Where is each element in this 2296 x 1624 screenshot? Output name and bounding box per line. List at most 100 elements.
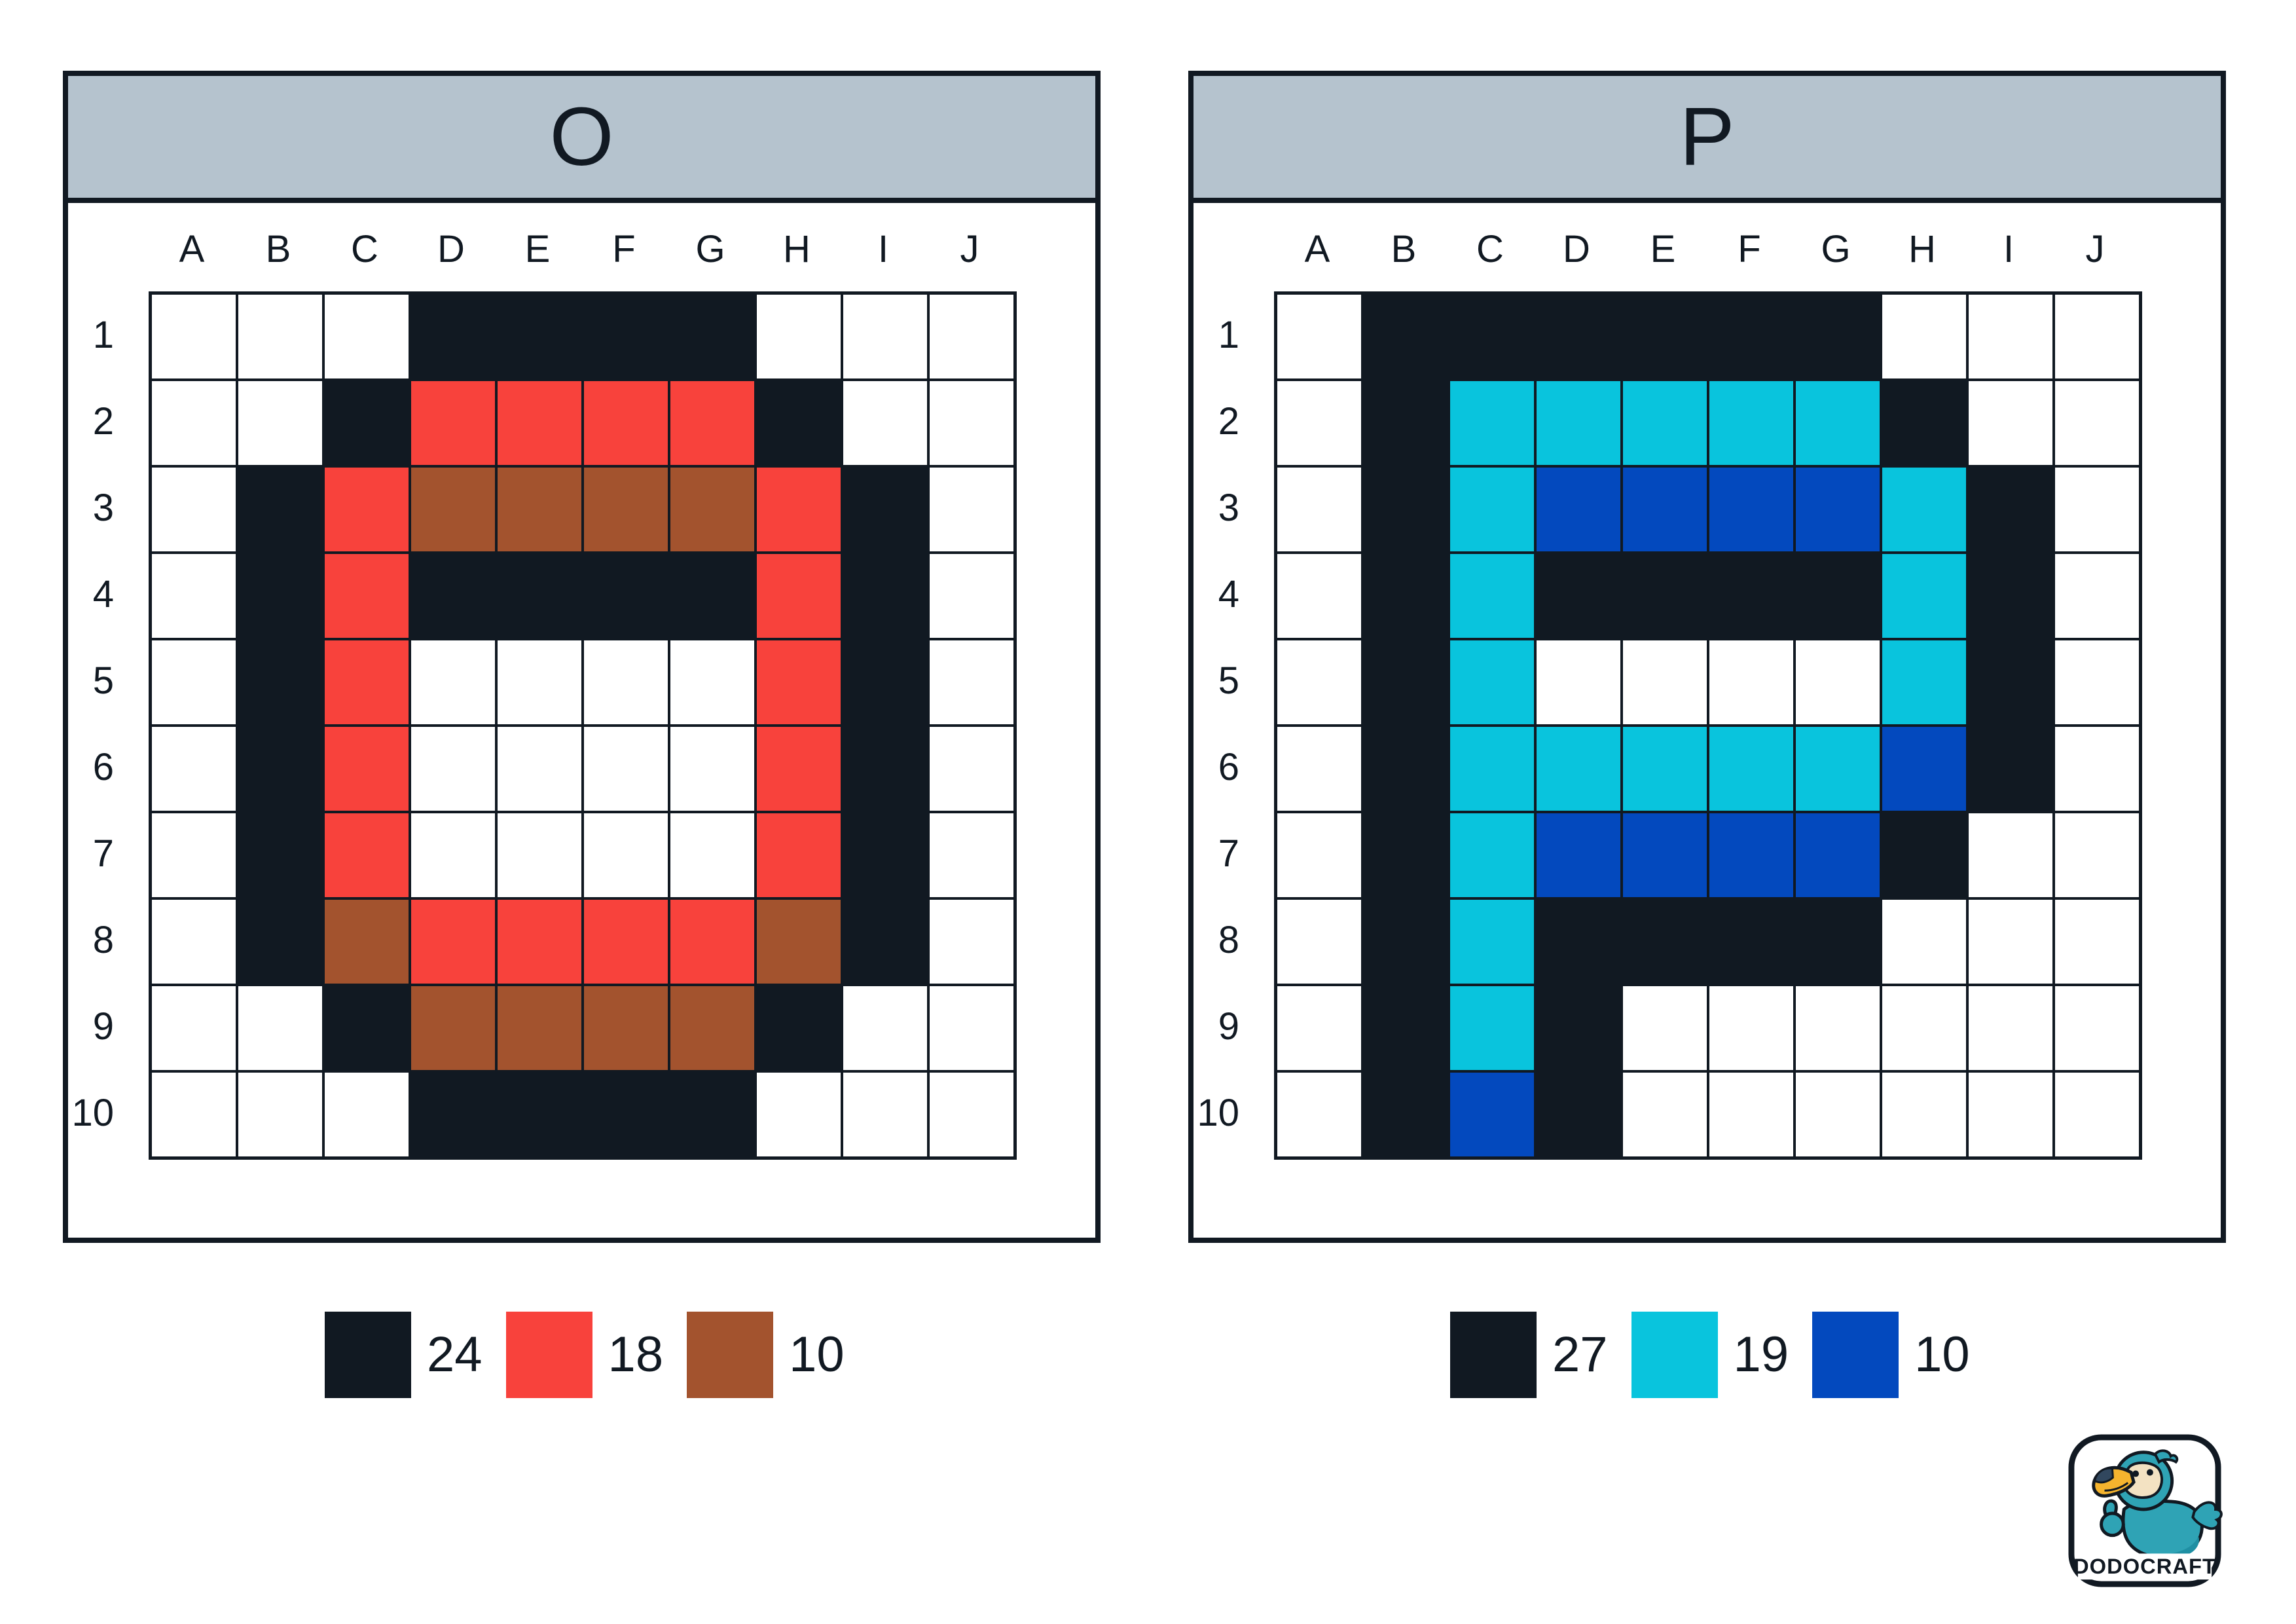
grid-cell [842, 553, 928, 639]
grid-cell [1449, 553, 1535, 639]
grid-cell [1967, 1071, 2054, 1158]
grid-cell [323, 812, 410, 898]
grid-cell [1362, 380, 1449, 466]
grid-cell [323, 466, 410, 553]
grid-cell [1535, 812, 1622, 898]
grid-cell [2054, 553, 2140, 639]
grid-cell [583, 726, 669, 812]
grid-cell [928, 380, 1015, 466]
row-label-9: 9 [92, 1005, 114, 1048]
legend-swatch [1631, 1312, 1718, 1398]
grid-cell [842, 466, 928, 553]
panel-title-letter: P [1679, 90, 1735, 183]
grid-cell [583, 553, 669, 639]
grid-cell [2054, 466, 2140, 553]
row-label-8: 8 [92, 918, 114, 961]
grid-cell [1362, 726, 1449, 812]
legend-count: 18 [608, 1327, 664, 1382]
row-label-5: 5 [92, 659, 114, 702]
grid-cell [2054, 639, 2140, 726]
grid-cell [237, 812, 323, 898]
grid-cell [1881, 1071, 1967, 1158]
grid-cell [1276, 466, 1362, 553]
dodo-bird-illustration: DODOCRAFT [2068, 1434, 2223, 1587]
legend-swatch [687, 1312, 774, 1398]
grid-cell [1276, 898, 1362, 985]
grid-cell [1622, 380, 1708, 466]
grid-cell [583, 898, 669, 985]
grid-cell [1622, 1071, 1708, 1158]
panel-header: O [68, 76, 1095, 203]
grid-cell [1881, 898, 1967, 985]
col-label-j: J [2085, 227, 2105, 270]
grid-cell [1967, 380, 2054, 466]
grid-cell [151, 985, 237, 1071]
row-label-10: 10 [71, 1091, 114, 1134]
grid-cell [1881, 639, 1967, 726]
legend-count: 19 [1733, 1327, 1789, 1382]
grid-cell [151, 639, 237, 726]
col-label-g: G [695, 227, 725, 270]
grid-cell [496, 1071, 583, 1158]
grid-cell [237, 380, 323, 466]
legend-count: 10 [789, 1327, 845, 1382]
grid-cell [1535, 726, 1622, 812]
col-label-h: H [1908, 227, 1936, 270]
grid-cell [237, 466, 323, 553]
grid-cell [669, 726, 756, 812]
grid-cell [2054, 380, 2140, 466]
grid-cell [583, 293, 669, 380]
grid-cell [1622, 466, 1708, 553]
grid-cell [1795, 898, 1881, 985]
grid-cell [928, 639, 1015, 726]
grid-cell [323, 553, 410, 639]
grid-cell [323, 293, 410, 380]
grid-cell [151, 1071, 237, 1158]
grid-cell [410, 1071, 496, 1158]
grid-cell [1795, 293, 1881, 380]
grid-cell [669, 1071, 756, 1158]
col-label-e: E [1650, 227, 1676, 270]
grid-cell [669, 985, 756, 1071]
grid-cell [583, 380, 669, 466]
col-label-b: B [265, 227, 291, 270]
grid-cell [1881, 812, 1967, 898]
row-label-8: 8 [1218, 918, 1239, 961]
grid-cell [1881, 380, 1967, 466]
grid-cell [756, 985, 842, 1071]
row-label-3: 3 [92, 486, 114, 529]
logo-text: DODOCRAFT [2073, 1554, 2216, 1578]
col-label-j: J [960, 227, 979, 270]
grid-cell [842, 898, 928, 985]
grid-cell [1449, 380, 1535, 466]
grid-cell [756, 293, 842, 380]
col-label-i: I [877, 227, 889, 270]
grid-cell [1708, 380, 1795, 466]
grid-cell [1362, 639, 1449, 726]
col-label-a: A [1304, 227, 1330, 270]
grid-cell [1708, 812, 1795, 898]
grid-cell [842, 726, 928, 812]
grid-cell [1449, 639, 1535, 726]
pixel-grid [149, 291, 1017, 1160]
legend-swatch [1812, 1312, 1899, 1398]
grid-cell [410, 985, 496, 1071]
grid-cell [1967, 466, 2054, 553]
grid-cell [237, 639, 323, 726]
col-label-f: F [1738, 227, 1761, 270]
grid-cell [1535, 1071, 1622, 1158]
grid-cell [1967, 898, 2054, 985]
grid-cell [842, 1071, 928, 1158]
grid-cell [1362, 898, 1449, 985]
grid-cell [1449, 1071, 1535, 1158]
legend-item: 10 [1812, 1312, 1970, 1398]
grid-cell [928, 293, 1015, 380]
color-legend-p: 27 19 10 [1450, 1312, 1970, 1398]
column-labels: A B C D E F G H I J [1274, 219, 2138, 279]
grid-cell [1881, 553, 1967, 639]
grid-cell [151, 812, 237, 898]
grid-cell [1967, 639, 2054, 726]
grid-cell [410, 726, 496, 812]
row-labels: 1 2 3 4 5 6 7 8 9 10 [1194, 291, 1239, 1156]
grid-cell [669, 293, 756, 380]
